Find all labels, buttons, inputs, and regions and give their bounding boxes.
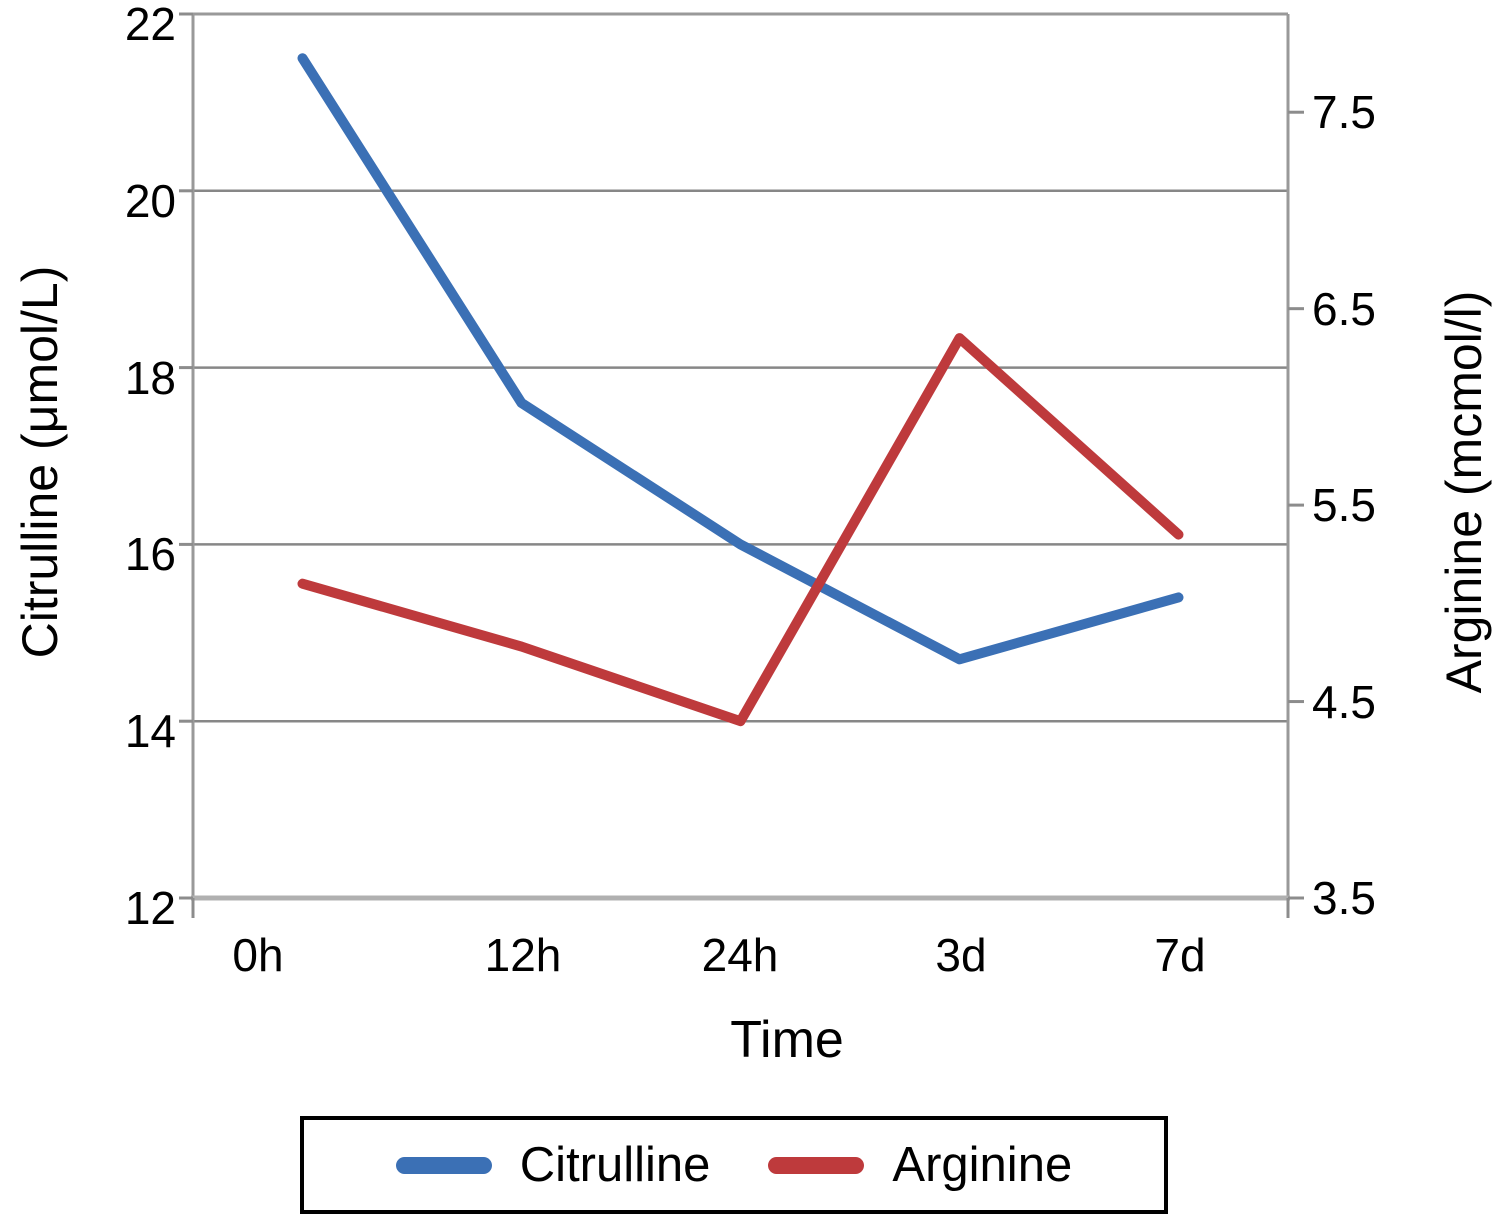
right-axis-tick-label: 5.5 [1312, 479, 1376, 532]
right-axis-tick-label: 4.5 [1312, 675, 1376, 728]
left-axis-title: Citrulline (μmol/L) [12, 265, 68, 659]
right-axis-title: Arginine (mcmol/l) [1436, 290, 1492, 694]
legend-item-arginine: Arginine [768, 1137, 1072, 1193]
legend-label: Citrulline [519, 1138, 711, 1192]
series-line-citrulline [297, 53, 1184, 665]
legend-item-citrulline: Citrulline [395, 1137, 711, 1193]
legend-swatch-arginine [768, 1156, 865, 1174]
right-axis-tick-label: 7.5 [1312, 86, 1376, 139]
x-axis-tick-label: 3d [935, 929, 987, 981]
x-axis-title: Time [730, 1011, 844, 1069]
left-axis-tick-label: 12 [124, 882, 176, 934]
x-axis-tick-label: 24h [701, 929, 779, 981]
right-axis-tick-label: 3.5 [1312, 872, 1376, 924]
left-axis-tick-label: 20 [124, 174, 176, 227]
legend-label: Arginine [892, 1138, 1073, 1192]
series-line-arginine [297, 333, 1184, 727]
legend-swatch-citrulline [395, 1156, 492, 1174]
left-axis-tick-label: 22 [124, 0, 176, 50]
left-axis-tick-label: 16 [124, 528, 176, 581]
x-axis-tick-label: 7d [1154, 929, 1206, 981]
right-axis-tick-label: 6.5 [1312, 282, 1376, 335]
x-axis-tick-label: 12h [484, 929, 562, 981]
left-axis-tick-label: 14 [124, 705, 176, 758]
left-axis-tick-label: 18 [124, 351, 176, 404]
legend: Citrulline Arginine [300, 1116, 1168, 1214]
x-axis-tick-label: 0h [232, 929, 284, 981]
